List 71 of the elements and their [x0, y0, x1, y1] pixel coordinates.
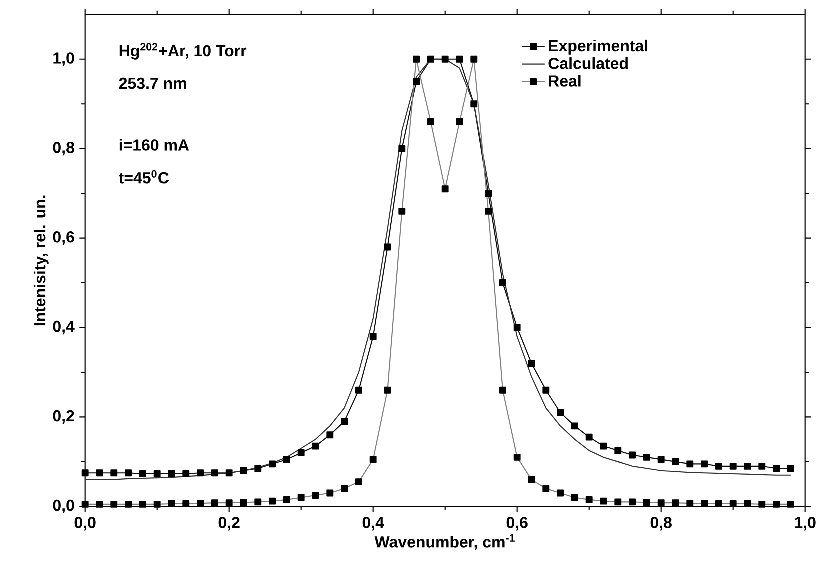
x-tick-label: 0,0: [74, 517, 96, 531]
y-tick-label: 0,6: [53, 231, 74, 246]
point: [485, 190, 492, 198]
y-tick-label: 0,2: [53, 410, 74, 424]
point: [298, 450, 305, 456]
annotation: Hg$^{202}$+Ar, 10 Torr: [120, 43, 247, 60]
point: [398, 145, 406, 152]
point: [542, 386, 550, 394]
legend-label: Experimental: [549, 40, 648, 55]
point: [355, 386, 362, 394]
point: [672, 458, 680, 466]
point: [341, 418, 348, 426]
point: [614, 447, 622, 454]
x-tick-label: 0,4: [362, 517, 384, 531]
point: [442, 56, 449, 63]
point: [686, 460, 694, 468]
point: [312, 442, 320, 450]
point: [326, 432, 334, 439]
y-tick-label: 0,8: [53, 142, 74, 156]
point: [470, 100, 478, 108]
point: [283, 456, 290, 464]
point: [125, 470, 132, 477]
annotation: i=160 mA: [120, 139, 190, 151]
point: [139, 470, 146, 478]
point: [197, 470, 204, 477]
point: [254, 465, 262, 472]
point: [528, 360, 536, 368]
point: [168, 470, 176, 478]
point: [715, 462, 722, 470]
point: [82, 470, 89, 477]
annotation: 253.7 nm: [119, 78, 186, 90]
y-tick-label: 0,0: [53, 500, 74, 514]
point: [182, 470, 190, 478]
point: [787, 465, 794, 472]
point: [701, 460, 708, 468]
point: [586, 434, 593, 441]
point: [456, 56, 464, 63]
point: [514, 324, 521, 332]
point: [730, 462, 737, 470]
point: [154, 470, 161, 478]
point: [427, 56, 434, 63]
x-tick-label: 0,8: [650, 517, 672, 531]
x-tick-label: 0,6: [506, 517, 528, 531]
point: [557, 409, 564, 416]
x-tick-label: 1,0: [795, 517, 816, 531]
point: [413, 78, 420, 86]
point: [773, 465, 780, 472]
point: [226, 470, 233, 477]
point: [499, 280, 506, 286]
point: [744, 462, 752, 470]
annotation: t=45$^{0}$C: [119, 170, 170, 184]
point: [370, 333, 377, 340]
point: [269, 460, 276, 468]
point: [110, 470, 118, 477]
point: [658, 456, 665, 464]
y-tick-label: 1,0: [54, 52, 74, 66]
point: [758, 462, 766, 470]
point: [629, 452, 636, 459]
point: [96, 470, 104, 477]
x-axis-title: Wavenumber, cm$^{-1}$: [374, 534, 515, 550]
legend-label: Real: [549, 75, 581, 87]
point: [571, 422, 578, 430]
y-axis-title: Intenisity, rel. un.: [34, 196, 49, 326]
point: [240, 467, 248, 474]
point: [600, 442, 608, 450]
y-tick-label: 0,4: [53, 320, 75, 335]
point: [384, 244, 392, 251]
legend-label: Calculated: [548, 58, 628, 70]
point: [643, 454, 650, 461]
x-tick-label: 0,2: [218, 517, 240, 531]
point: [211, 470, 218, 477]
